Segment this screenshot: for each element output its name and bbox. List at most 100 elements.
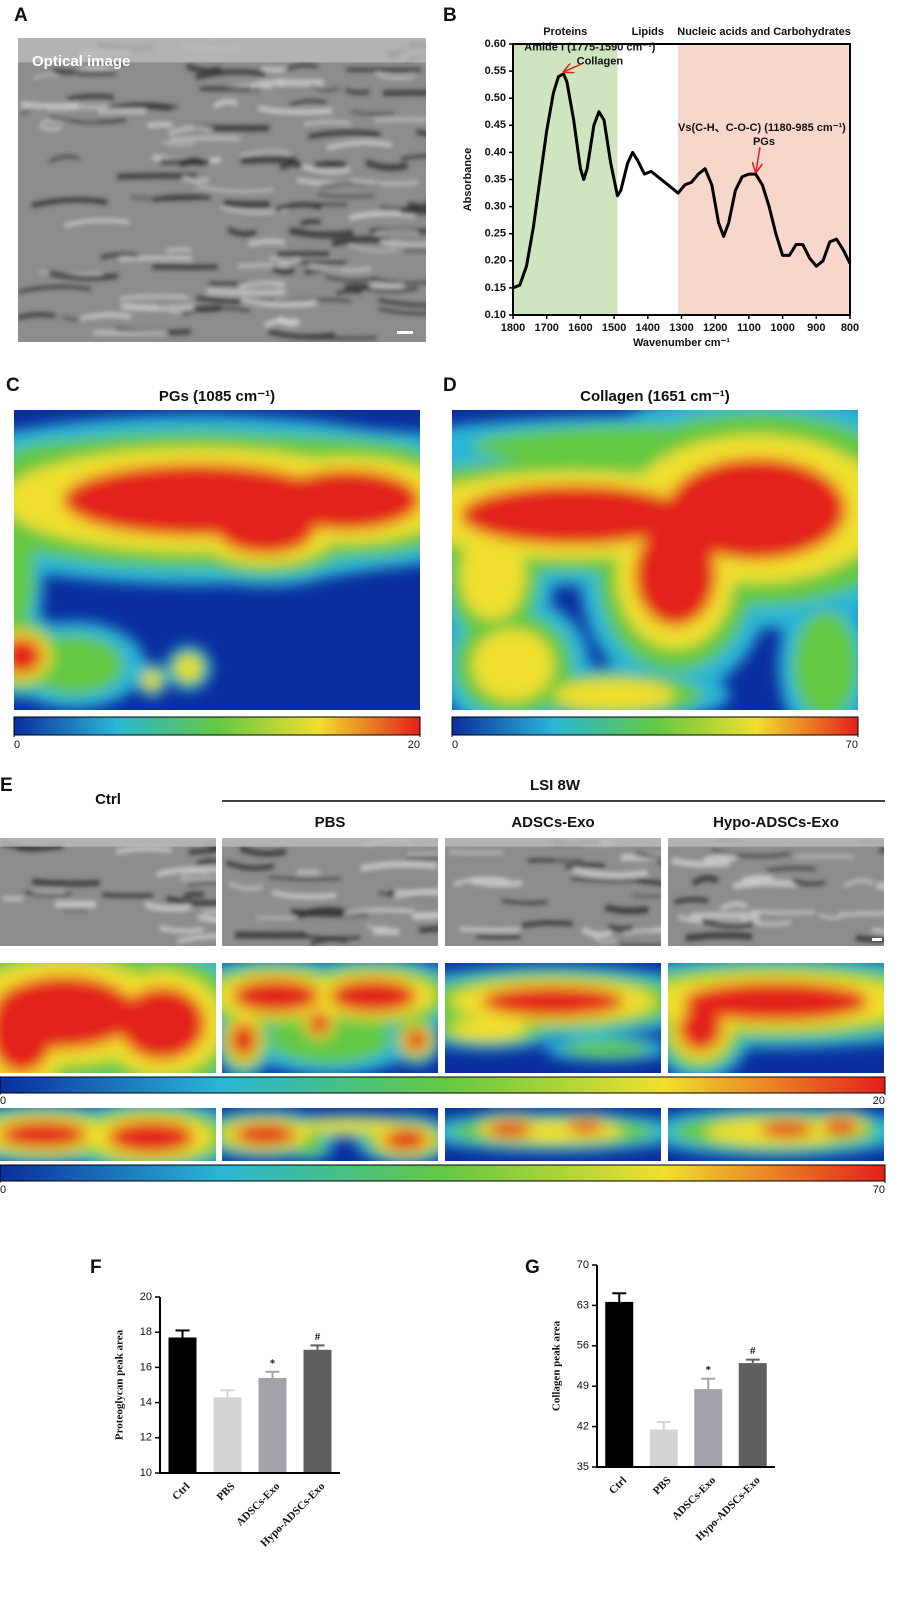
x-tick-label: Ctrl	[607, 1474, 629, 1496]
heatmap	[174, 957, 474, 1079]
y-tick-label: 0.20	[485, 255, 506, 267]
x-tick-label: 900	[807, 322, 825, 334]
y-tick-label: 0.15	[485, 282, 506, 294]
texture-stroke	[235, 935, 305, 936]
top-band	[0, 838, 216, 847]
texture-stroke	[565, 865, 604, 867]
heatmap	[194, 1108, 456, 1165]
x-tick-label: 1100	[737, 322, 761, 334]
heatmap-layers	[0, 1100, 253, 1175]
x-tick-label: 1000	[770, 322, 794, 334]
texture-stroke	[63, 909, 88, 910]
texture-stroke	[879, 850, 921, 851]
y-tick-label: 0.30	[485, 201, 506, 213]
heatmap-blob	[635, 524, 716, 626]
colorbar-tick-label: 0	[452, 739, 458, 751]
panel-letter: E	[0, 775, 13, 796]
y-tick-label: 0.55	[485, 65, 506, 77]
heatmap-layers	[194, 1110, 456, 1165]
y-axis-label: Proteoglycan peak area	[114, 1329, 126, 1440]
heatmap-layers	[174, 957, 474, 1079]
texture-stroke	[300, 222, 320, 224]
figure: Optical imageAProteinsLipidsNucleic acid…	[0, 0, 921, 1623]
column-label: Hypo-ADSCs-Exo	[713, 814, 839, 831]
texture-stroke	[345, 287, 368, 288]
heatmap-blob	[679, 1007, 722, 1051]
annotation-sub: PGs	[753, 136, 775, 148]
texture-stroke	[277, 254, 329, 255]
texture-stroke	[460, 929, 520, 930]
optical-image	[18, 33, 481, 342]
y-tick-label: 0.45	[485, 119, 506, 131]
heatmap-blob	[119, 987, 205, 1060]
panel-letter: D	[443, 375, 457, 396]
x-tick-label: 800	[841, 322, 859, 334]
top-band	[668, 838, 884, 847]
y-tick-label: 0.50	[485, 92, 506, 104]
heatmap-blob	[176, 656, 200, 680]
y-tick-label: 12	[140, 1432, 152, 1444]
region-label: Lipids	[632, 26, 664, 38]
texture-stroke	[102, 895, 153, 896]
x-tick-label: PBS	[215, 1480, 238, 1503]
optical-image	[445, 838, 705, 946]
y-tick-label: 0.10	[485, 309, 506, 321]
heatmap-blob	[824, 1119, 859, 1135]
annotation: Amide I (1775-1590 cm⁻¹)	[524, 42, 655, 54]
texture-stroke	[424, 47, 450, 49]
annotation: Vs(C-H、C-O-C) (1180-985 cm⁻¹)	[678, 122, 846, 134]
texture-stroke	[733, 883, 795, 886]
column-label: ADSCs-Exo	[511, 814, 594, 831]
texture-stroke	[416, 132, 481, 137]
y-tick-label: 70	[577, 1259, 589, 1271]
heatmap-blob	[460, 530, 525, 620]
scale-bar	[397, 331, 413, 334]
bar	[650, 1429, 678, 1467]
x-tick-label: 1700	[534, 322, 558, 334]
y-tick-label: 0.60	[485, 38, 506, 50]
colorbar-tick-label: 0	[14, 739, 20, 751]
texture-stroke	[241, 160, 297, 161]
texture-stroke	[620, 945, 676, 946]
significance-marker: #	[750, 1345, 756, 1357]
texture-stroke	[224, 203, 270, 204]
optical-image	[668, 838, 921, 946]
texture-stroke	[608, 927, 632, 929]
group-label: LSI 8W	[530, 777, 581, 794]
y-tick-label: 14	[140, 1397, 152, 1409]
texture-stroke	[337, 291, 362, 293]
colorbar	[0, 1077, 885, 1093]
y-tick-label: 18	[140, 1326, 152, 1338]
texture-stroke	[184, 894, 204, 896]
heatmap-blob	[108, 1121, 194, 1153]
x-tick-label: 1800	[501, 322, 525, 334]
heatmap-blob	[449, 1018, 527, 1040]
heatmap-title: Collagen (1651 cm⁻¹)	[580, 388, 730, 405]
x-tick-label: ADSCs-Exo	[670, 1474, 719, 1523]
colorbar-tick-label: 0	[0, 1095, 6, 1107]
texture-stroke	[94, 333, 167, 334]
heatmap-blob	[233, 980, 319, 1013]
region	[513, 44, 617, 315]
x-tick-label: 1200	[703, 322, 727, 334]
bar	[169, 1337, 197, 1473]
bar	[304, 1350, 332, 1473]
texture-stroke	[796, 856, 854, 857]
y-axis-label: Absorbance	[462, 148, 474, 212]
heatmap	[0, 1100, 253, 1175]
image-label: Optical image	[32, 53, 130, 70]
column-label: PBS	[315, 814, 346, 831]
colorbar-tick-label: 20	[873, 1095, 885, 1107]
colorbar-tick-label: 0	[0, 1184, 6, 1196]
heatmap-blob	[568, 1120, 603, 1133]
panel-letter: A	[14, 5, 28, 26]
region-label: Nucleic acids and Carbohydrates	[677, 26, 851, 38]
scale-bar	[872, 938, 882, 941]
texture-stroke	[383, 93, 432, 94]
heatmap-blob	[488, 1121, 531, 1137]
y-tick-label: 10	[140, 1467, 152, 1479]
y-tick-label: 49	[577, 1380, 589, 1392]
heatmap-blob	[761, 1121, 813, 1137]
texture-stroke	[877, 886, 921, 888]
texture-stroke	[166, 249, 191, 250]
